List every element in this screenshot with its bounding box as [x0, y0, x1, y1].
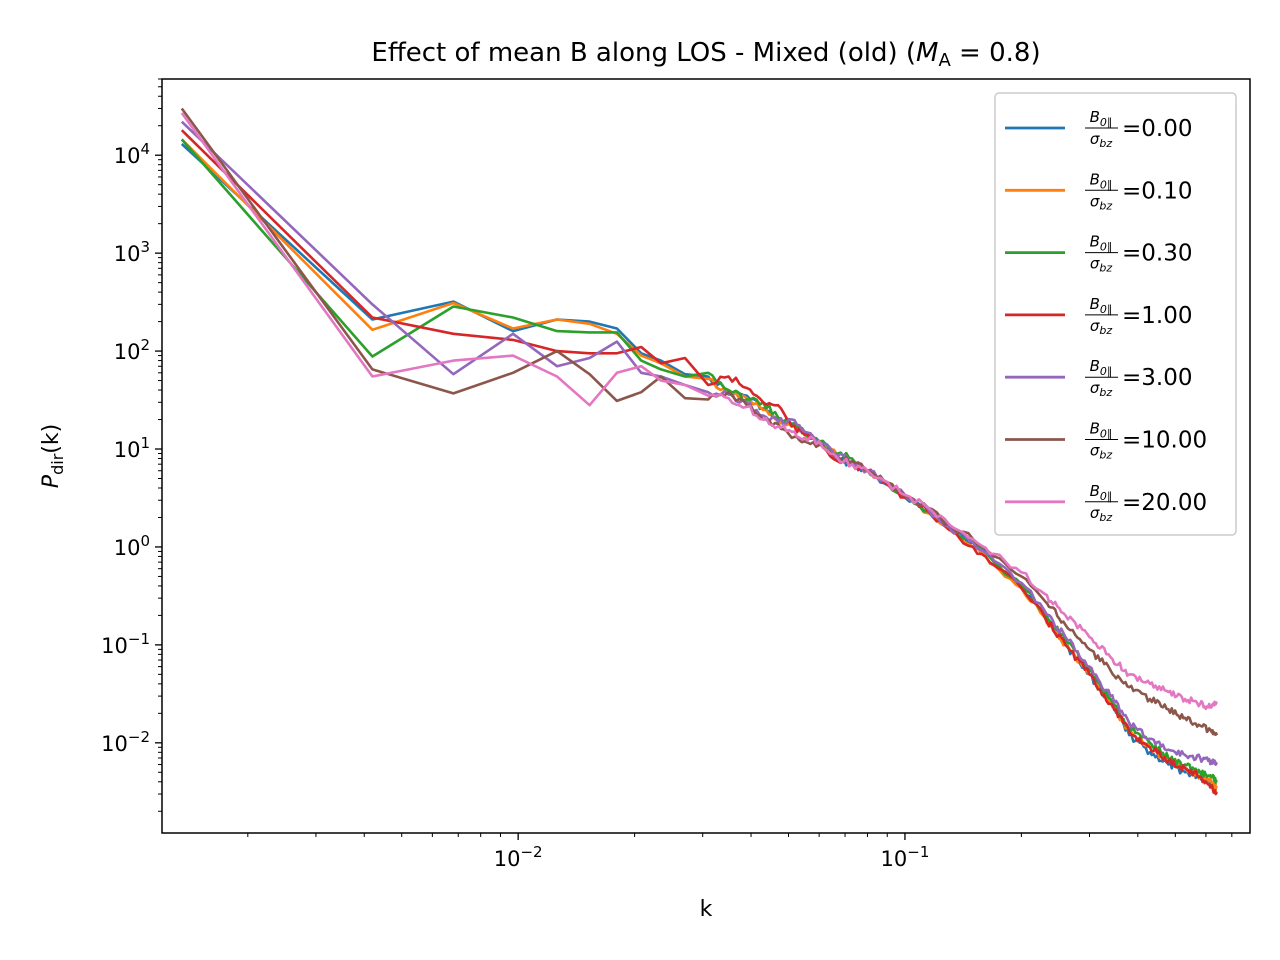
x-tick-label: 10−1 [881, 843, 930, 871]
legend-value: =3.00 [1122, 365, 1192, 391]
legend-entry: B0∥σbz =3.00 [1005, 357, 1192, 399]
y-tick-label-base: 10 [114, 536, 141, 560]
legend-value: =0.00 [1122, 116, 1192, 142]
y-tick-label-base: 10 [114, 340, 141, 364]
y-tick-label-exp: −2 [128, 728, 150, 746]
legend-entry: B0∥σbz =0.00 [1005, 108, 1192, 150]
legend-frac-numerator: B0∥ [1090, 170, 1113, 191]
legend-frac-denominator: σbz [1090, 504, 1112, 524]
y-tick-label-exp: 2 [140, 336, 150, 354]
legend-frac-denominator: σbz [1090, 317, 1112, 337]
legend-frac-denominator: σbz [1090, 379, 1112, 399]
legend-value: =20.00 [1122, 490, 1207, 516]
y-tick-label-exp: 1 [140, 434, 150, 452]
y-tick-label-base: 10 [114, 438, 141, 462]
title-prefix: Effect of mean B along LOS - Mixed (old)… [371, 38, 916, 68]
legend-value: =0.30 [1122, 241, 1192, 267]
title-var: M [916, 38, 938, 68]
legend-frac-denominator: σbz [1090, 192, 1112, 212]
legend-box [994, 92, 1237, 536]
legend-value: =0.10 [1122, 178, 1192, 204]
legend-frac-numerator: B0∥ [1090, 108, 1113, 129]
y-axis-label-suffix: (k) [39, 424, 64, 454]
legend-frac-denominator: σbz [1090, 442, 1112, 462]
x-tick-label-base: 10 [494, 847, 521, 871]
legend-frac-numerator: B0∥ [1090, 420, 1113, 441]
x-axis-label: k [700, 897, 713, 922]
series-line [180, 120, 1218, 766]
y-tick-label: 10−2 [101, 728, 150, 756]
svg-text:Effect of mean B along LOS - M: Effect of mean B along LOS - Mixed (old)… [371, 38, 1040, 71]
legend-frac-denominator: σbz [1090, 255, 1112, 275]
y-tick-label: 103 [114, 238, 150, 266]
legend-entry: B0∥σbz =1.00 [1005, 295, 1192, 337]
y-tick-label: 101 [114, 434, 150, 462]
series-layer [180, 107, 1219, 796]
series-line [180, 112, 1218, 711]
plot-frame [161, 78, 1251, 834]
series-line [180, 129, 1219, 796]
y-tick-label-exp: 4 [140, 140, 150, 158]
legend-frac-numerator: B0∥ [1090, 482, 1113, 503]
legend-entry: B0∥σbz =0.30 [1005, 233, 1192, 275]
y-tick-label: 10−1 [101, 630, 150, 658]
legend: B0∥σbz=0.00B0∥σbz=0.10B0∥σbz=0.30B0∥σbz=… [994, 92, 1237, 536]
legend-frac-numerator: B0∥ [1090, 233, 1113, 254]
y-axis-label: Pdir(k) [39, 424, 67, 488]
y-tick-label-base: 10 [114, 144, 141, 168]
y-axis-label-sub: dir [48, 453, 67, 475]
legend-value: =10.00 [1122, 428, 1207, 454]
legend-entry: B0∥σbz =20.00 [1005, 482, 1207, 524]
x-axis: 10−2 10−1 [247, 833, 1233, 871]
legend-value: =1.00 [1122, 303, 1192, 329]
x-tick-label-exp: −1 [907, 843, 929, 861]
y-tick-label-exp: −1 [128, 630, 150, 648]
y-tick-label-exp: 0 [140, 532, 150, 550]
x-tick-label-base: 10 [881, 847, 908, 871]
legend-entry: B0∥σbz =0.10 [1005, 170, 1192, 212]
legend-frac-numerator: B0∥ [1090, 295, 1113, 316]
y-tick-label-base: 10 [101, 732, 128, 756]
y-tick-label-exp: 3 [140, 238, 150, 256]
x-tick-label: 10−2 [494, 843, 543, 871]
y-tick-label: 100 [114, 532, 150, 560]
y-tick-label-base: 10 [101, 634, 128, 658]
y-tick-label: 104 [114, 140, 150, 168]
legend-frac-denominator: σbz [1090, 130, 1112, 150]
y-axis-label-var: P [39, 474, 64, 488]
chart-title: Effect of mean B along LOS - Mixed (old)… [371, 38, 1040, 71]
title-sub: A [938, 50, 951, 71]
x-tick-label-exp: −2 [520, 843, 542, 861]
y-tick-label-base: 10 [114, 242, 141, 266]
legend-entry: B0∥σbz =10.00 [1005, 420, 1207, 462]
legend-frac-numerator: B0∥ [1090, 357, 1113, 378]
title-suffix: = 0.8) [951, 38, 1041, 68]
y-tick-label: 102 [114, 336, 150, 364]
